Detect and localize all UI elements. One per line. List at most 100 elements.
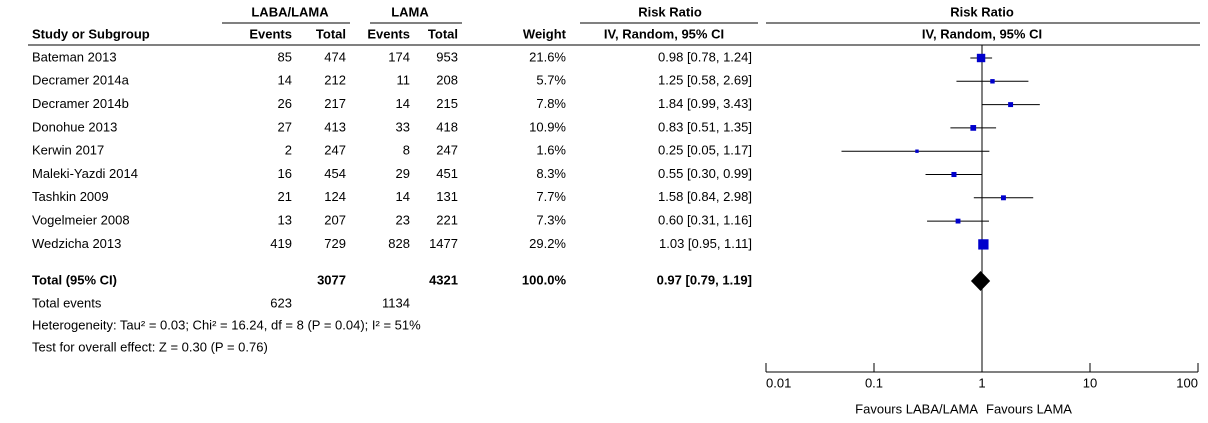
cell: 7.8% xyxy=(536,96,566,111)
cell: 474 xyxy=(324,49,346,64)
overall-effect: Test for overall effect: Z = 0.30 (P = 0… xyxy=(32,339,268,354)
column-header: IV, Random, 95% CI xyxy=(604,26,724,41)
cell: 5.7% xyxy=(536,73,566,88)
cell: 7.3% xyxy=(536,213,566,228)
cell: 10.9% xyxy=(529,119,566,134)
effect-box xyxy=(1000,195,1006,201)
group-header: Risk Ratio xyxy=(950,4,1014,19)
cell: 8.3% xyxy=(536,166,566,181)
total-cell: 4321 xyxy=(429,272,458,287)
effect-box xyxy=(990,79,995,84)
cell: 207 xyxy=(324,213,346,228)
cell: 7.7% xyxy=(536,189,566,204)
cell: 14 xyxy=(278,73,292,88)
cell: 451 xyxy=(436,166,458,181)
total-diamond xyxy=(970,271,991,291)
column-header: Events xyxy=(249,26,292,41)
cell: 0.60 [0.31, 1.16] xyxy=(658,213,752,228)
column-header: Total xyxy=(316,26,346,41)
x-tick-label: 1 xyxy=(978,375,985,390)
study-name: Kerwin 2017 xyxy=(32,143,104,158)
cell: 174 xyxy=(388,49,410,64)
effect-box xyxy=(951,171,957,178)
cell: 14 xyxy=(396,96,410,111)
cell: 221 xyxy=(436,213,458,228)
cell: 8 xyxy=(403,143,410,158)
effect-box xyxy=(1008,102,1014,108)
study-name: Bateman 2013 xyxy=(32,49,117,64)
cell: 29 xyxy=(396,166,410,181)
x-label: Favours LABA/LAMA xyxy=(855,401,978,416)
cell: 247 xyxy=(436,143,458,158)
x-tick-label: 0.1 xyxy=(865,375,883,390)
x-tick-label: 10 xyxy=(1083,375,1097,390)
study-name: Donohue 2013 xyxy=(32,119,117,134)
cell: 413 xyxy=(324,119,346,134)
cell: 247 xyxy=(324,143,346,158)
cell: 0.98 [0.78, 1.24] xyxy=(658,49,752,64)
cell: 2 xyxy=(285,143,292,158)
cell: 1.25 [0.58, 2.69] xyxy=(658,73,752,88)
cell: 124 xyxy=(324,189,346,204)
cell: 729 xyxy=(324,236,346,251)
study-name: Wedzicha 2013 xyxy=(32,236,121,251)
cell: 11 xyxy=(397,73,411,88)
column-header: IV, Random, 95% CI xyxy=(922,26,1042,41)
cell: 21.6% xyxy=(529,49,566,64)
cell: 418 xyxy=(436,119,458,134)
cell: 953 xyxy=(436,49,458,64)
group-header: Risk Ratio xyxy=(638,4,702,19)
effect-box xyxy=(978,239,989,250)
cell: 23 xyxy=(396,213,410,228)
x-label: Favours LAMA xyxy=(986,401,1072,416)
cell: 0.25 [0.05, 1.17] xyxy=(658,143,752,158)
cell: 21 xyxy=(278,189,292,204)
cell: 0.55 [0.30, 0.99] xyxy=(658,166,752,181)
total-name: Total (95% CI) xyxy=(32,272,117,287)
cell: 1.58 [0.84, 2.98] xyxy=(658,189,752,204)
cell: 419 xyxy=(270,236,292,251)
cell: 27 xyxy=(278,119,292,134)
x-tick-label: 100 xyxy=(1176,375,1198,390)
total-events: 1134 xyxy=(382,295,410,310)
cell: 14 xyxy=(396,189,410,204)
cell: 212 xyxy=(324,73,346,88)
cell: 217 xyxy=(324,96,346,111)
heterogeneity: Heterogeneity: Tau² = 0.03; Chi² = 16.24… xyxy=(32,317,421,332)
study-name: Vogelmeier 2008 xyxy=(32,213,130,228)
cell: 1477 xyxy=(429,236,458,251)
effect-box xyxy=(915,149,919,153)
total-cell: 0.97 [0.79, 1.19] xyxy=(657,272,752,287)
cell: 85 xyxy=(278,49,292,64)
cell: 454 xyxy=(324,166,346,181)
study-name: Decramer 2014a xyxy=(32,73,130,88)
column-header: Total xyxy=(428,26,458,41)
cell: 33 xyxy=(396,119,410,134)
cell: 1.6% xyxy=(536,143,566,158)
study-name: Decramer 2014b xyxy=(32,96,129,111)
cell: 0.83 [0.51, 1.35] xyxy=(658,119,752,134)
column-header: Weight xyxy=(523,26,567,41)
cell: 29.2% xyxy=(529,236,566,251)
study-name: Maleki-Yazdi 2014 xyxy=(32,166,138,181)
cell: 215 xyxy=(436,96,458,111)
total-cell: 3077 xyxy=(317,272,346,287)
cell: 16 xyxy=(278,166,292,181)
total-events: 623 xyxy=(270,295,292,310)
total-events-label: Total events xyxy=(32,295,102,310)
effect-box xyxy=(955,218,961,224)
cell: 26 xyxy=(278,96,292,111)
column-header: Events xyxy=(367,26,410,41)
cell: 13 xyxy=(278,213,292,228)
effect-box xyxy=(976,53,986,63)
effect-box xyxy=(970,125,977,131)
total-cell: 100.0% xyxy=(522,272,567,287)
x-tick-label: 0.01 xyxy=(766,375,791,390)
column-header: Study or Subgroup xyxy=(32,26,150,41)
cell: 828 xyxy=(388,236,410,251)
cell: 208 xyxy=(436,73,458,88)
cell: 1.84 [0.99, 3.43] xyxy=(658,96,752,111)
study-name: Tashkin 2009 xyxy=(32,189,109,204)
group-header: LABA/LAMA xyxy=(251,4,329,19)
